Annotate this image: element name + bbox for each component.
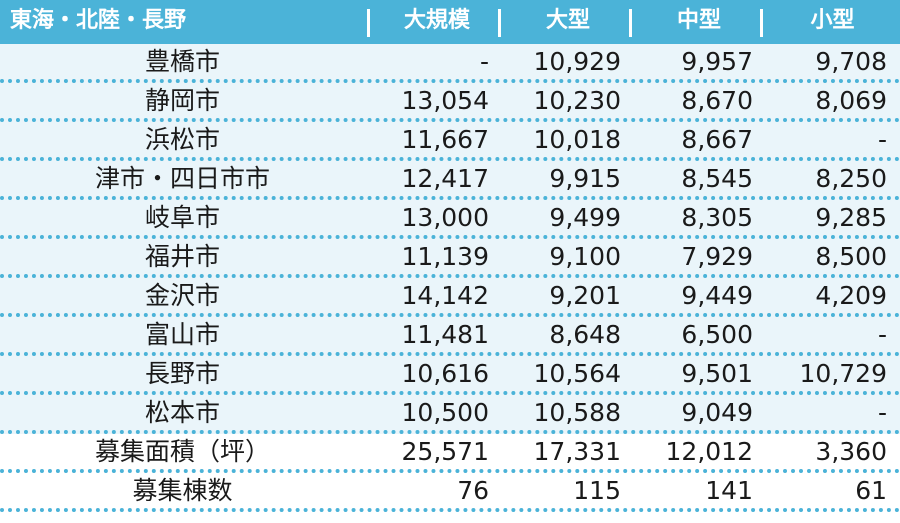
cell-large: 9,100 — [549, 242, 621, 271]
row-city-name: 浜松市 — [144, 125, 220, 154]
cell-large-scale: 13,000 — [401, 203, 489, 232]
cell-small: 61 — [855, 476, 887, 505]
header-separator — [498, 9, 501, 37]
cell-medium: 8,667 — [681, 125, 753, 154]
cell-medium: 12,012 — [665, 437, 753, 466]
cell-medium: 9,049 — [681, 398, 753, 427]
cell-large-scale: 25,571 — [401, 437, 489, 466]
cell-small: 3,360 — [815, 437, 887, 466]
cell-large-scale: 11,481 — [401, 320, 489, 349]
cell-large: 10,588 — [533, 398, 621, 427]
cell-large-scale: 76 — [457, 476, 489, 505]
row-city-name: 静岡市 — [144, 86, 220, 115]
cell-small: 8,500 — [815, 242, 887, 271]
cell-medium: 9,957 — [681, 47, 753, 76]
row-city-name: 長野市 — [144, 359, 220, 388]
cell-small: - — [877, 125, 887, 154]
summary-row-area: 募集面積（坪） 25,571 17,331 12,012 3,360 — [0, 434, 900, 473]
cell-large-scale: - — [479, 47, 489, 76]
header-separator — [760, 9, 763, 37]
cell-small: 10,729 — [799, 359, 887, 388]
cell-large: 8,648 — [549, 320, 621, 349]
cell-large: 10,230 — [533, 86, 621, 115]
cell-medium: 141 — [705, 476, 753, 505]
header-region-label: 東海・北陸・長野 — [10, 8, 187, 33]
cell-large: 10,929 — [533, 47, 621, 76]
header-col-large: 大型 — [545, 8, 590, 33]
cell-large-scale: 10,616 — [401, 359, 489, 388]
header-col-large-scale: 大規模 — [403, 8, 470, 33]
cell-large: 115 — [573, 476, 621, 505]
header-separator — [629, 9, 632, 37]
header-separator — [367, 9, 370, 37]
table-row: 長野市 10,616 10,564 9,501 10,729 — [0, 356, 900, 395]
table-row: 静岡市 13,054 10,230 8,670 8,069 — [0, 83, 900, 122]
cell-small: - — [877, 398, 887, 427]
table-header: 東海・北陸・長野 大規模 大型 中型 小型 — [0, 0, 900, 44]
table-row: 福井市 11,139 9,100 7,929 8,500 — [0, 239, 900, 278]
cell-medium: 8,670 — [681, 86, 753, 115]
summary-row-count: 募集棟数 76 115 141 61 — [0, 473, 900, 512]
cell-small: 8,250 — [815, 164, 887, 193]
cell-medium: 9,501 — [681, 359, 753, 388]
cell-large-scale: 12,417 — [401, 164, 489, 193]
cell-large-scale: 10,500 — [401, 398, 489, 427]
cell-large-scale: 11,667 — [401, 125, 489, 154]
cell-large-scale: 14,142 — [401, 281, 489, 310]
row-city-name: 豊橋市 — [144, 47, 220, 76]
cell-medium: 8,305 — [681, 203, 753, 232]
table-row: 浜松市 11,667 10,018 8,667 - — [0, 122, 900, 161]
cell-medium: 8,545 — [681, 164, 753, 193]
cell-small: 8,069 — [815, 86, 887, 115]
table-row: 松本市 10,500 10,588 9,049 - — [0, 395, 900, 434]
table-row: 岐阜市 13,000 9,499 8,305 9,285 — [0, 200, 900, 239]
row-city-name: 松本市 — [144, 398, 220, 427]
cell-small: 4,209 — [815, 281, 887, 310]
cell-small: 9,285 — [815, 203, 887, 232]
cell-large: 10,018 — [533, 125, 621, 154]
cell-medium: 6,500 — [681, 320, 753, 349]
row-city-name: 金沢市 — [144, 281, 220, 310]
cell-large: 9,201 — [549, 281, 621, 310]
cell-medium: 7,929 — [681, 242, 753, 271]
cell-large: 17,331 — [533, 437, 621, 466]
cell-large-scale: 11,139 — [401, 242, 489, 271]
cell-large-scale: 13,054 — [401, 86, 489, 115]
summary-label: 募集棟数 — [132, 476, 233, 505]
table-row: 津市・四日市市 12,417 9,915 8,545 8,250 — [0, 161, 900, 200]
cell-medium: 9,449 — [681, 281, 753, 310]
cell-large: 10,564 — [533, 359, 621, 388]
cell-large: 9,915 — [549, 164, 621, 193]
header-col-medium: 中型 — [676, 8, 721, 33]
header-col-small: 小型 — [810, 8, 855, 33]
row-city-name: 富山市 — [144, 320, 220, 349]
row-city-name: 福井市 — [144, 242, 220, 271]
cell-small: 9,708 — [815, 47, 887, 76]
table-row: 豊橋市 - 10,929 9,957 9,708 — [0, 44, 900, 83]
row-city-name: 岐阜市 — [144, 203, 220, 232]
table-row: 金沢市 14,142 9,201 9,449 4,209 — [0, 278, 900, 317]
row-city-name: 津市・四日市市 — [94, 164, 270, 193]
summary-label: 募集面積（坪） — [94, 437, 270, 466]
table-row: 富山市 11,481 8,648 6,500 - — [0, 317, 900, 356]
cell-large: 9,499 — [549, 203, 621, 232]
cell-small: - — [877, 320, 887, 349]
